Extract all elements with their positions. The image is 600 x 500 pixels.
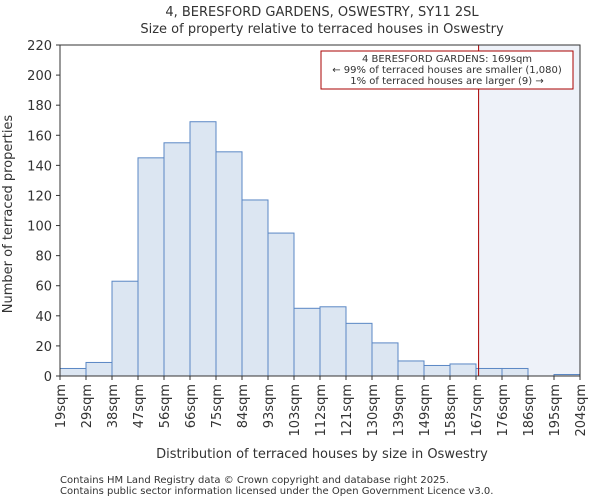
x-tick-label: 149sqm	[418, 384, 433, 437]
x-tick-label: 56sqm	[158, 384, 173, 428]
bar-103sqm	[293, 307, 321, 377]
x-tick-label: 176sqm	[496, 384, 511, 437]
bar-66sqm	[189, 121, 217, 377]
x-tick-label: 121sqm	[340, 384, 355, 437]
y-axis: 0 20 40 60 80 100 120 140 160 180 200 220	[27, 39, 60, 385]
y-tick-label: 200	[27, 69, 52, 84]
x-tick-label: 29sqm	[80, 384, 95, 428]
bar-75sqm	[215, 151, 243, 377]
bar-47sqm	[137, 157, 165, 377]
x-tick-label: 66sqm	[184, 384, 199, 428]
y-tick-label: 0	[44, 370, 52, 385]
chart-title: 4, BERESFORD GARDENS, OSWESTRY, SY11 2SL	[165, 5, 479, 20]
y-tick-label: 140	[27, 159, 52, 174]
chart-subtitle: Size of property relative to terraced ho…	[140, 22, 504, 37]
bar-130sqm	[371, 342, 399, 377]
footer-line-1: Contains HM Land Registry data © Crown c…	[60, 475, 449, 486]
x-tick-label: 19sqm	[54, 384, 69, 428]
annotation-frame	[320, 50, 574, 90]
bar-149sqm	[423, 364, 451, 377]
x-axis: 19sqm 29sqm 38sqm 47sqm 56sqm 66sqm 75sqm 84sqm…	[54, 376, 589, 437]
y-tick-label: 220	[27, 39, 52, 54]
footer-line-2: Contains public sector information licen…	[60, 486, 493, 497]
x-tick-label: 186sqm	[522, 384, 537, 437]
histogram-bars	[59, 121, 581, 377]
annotation-line-1: 4 BERESFORD GARDENS: 169sqm	[362, 54, 532, 65]
bar-19sqm	[59, 367, 87, 377]
annotation-box: 4 BERESFORD GARDENS: 169sqm ← 99% of ter…	[320, 50, 574, 90]
bar-112sqm	[319, 306, 347, 377]
x-tick-label: 93sqm	[262, 384, 277, 428]
x-tick-label: 84sqm	[236, 384, 251, 428]
x-tick-label: 47sqm	[132, 384, 147, 428]
x-tick-label: 38sqm	[106, 384, 121, 428]
x-tick-label: 75sqm	[210, 384, 225, 428]
x-tick-label: 130sqm	[366, 384, 381, 437]
y-tick-label: 160	[27, 129, 52, 144]
x-tick-label: 204sqm	[574, 384, 589, 437]
bar-121sqm	[345, 322, 373, 377]
y-tick-label: 60	[35, 280, 52, 295]
y-tick-label: 180	[27, 99, 52, 114]
x-tick-label: 167sqm	[470, 384, 485, 437]
y-tick-label: 20	[35, 340, 52, 355]
y-tick-label: 80	[35, 250, 52, 265]
x-tick-label: 139sqm	[392, 384, 407, 437]
bar-139sqm	[397, 360, 425, 377]
y-tick-label: 120	[27, 189, 52, 204]
bar-56sqm	[163, 142, 191, 377]
bar-176sqm	[501, 367, 529, 377]
y-tick-label: 100	[27, 220, 52, 235]
shade-region	[478, 45, 580, 376]
larger-region-shade	[478, 45, 580, 376]
x-tick-label: 195sqm	[548, 384, 563, 437]
x-tick-label: 112sqm	[314, 384, 329, 437]
x-axis-label: Distribution of terraced houses by size …	[156, 447, 488, 462]
bar-84sqm	[241, 199, 269, 377]
annotation-line-3: 1% of terraced houses are larger (9) →	[350, 76, 544, 87]
bar-29sqm	[85, 361, 113, 377]
x-tick-label: 103sqm	[288, 384, 303, 437]
annotation-line-2: ← 99% of terraced houses are smaller (1,…	[332, 65, 562, 76]
bar-38sqm	[111, 280, 139, 377]
y-tick-label: 40	[35, 310, 52, 325]
bar-93sqm	[267, 232, 295, 377]
bar-158sqm	[449, 363, 477, 377]
bar-167sqm	[475, 367, 503, 377]
x-tick-label: 158sqm	[444, 384, 459, 437]
y-axis-label: Number of terraced properties	[1, 115, 16, 314]
